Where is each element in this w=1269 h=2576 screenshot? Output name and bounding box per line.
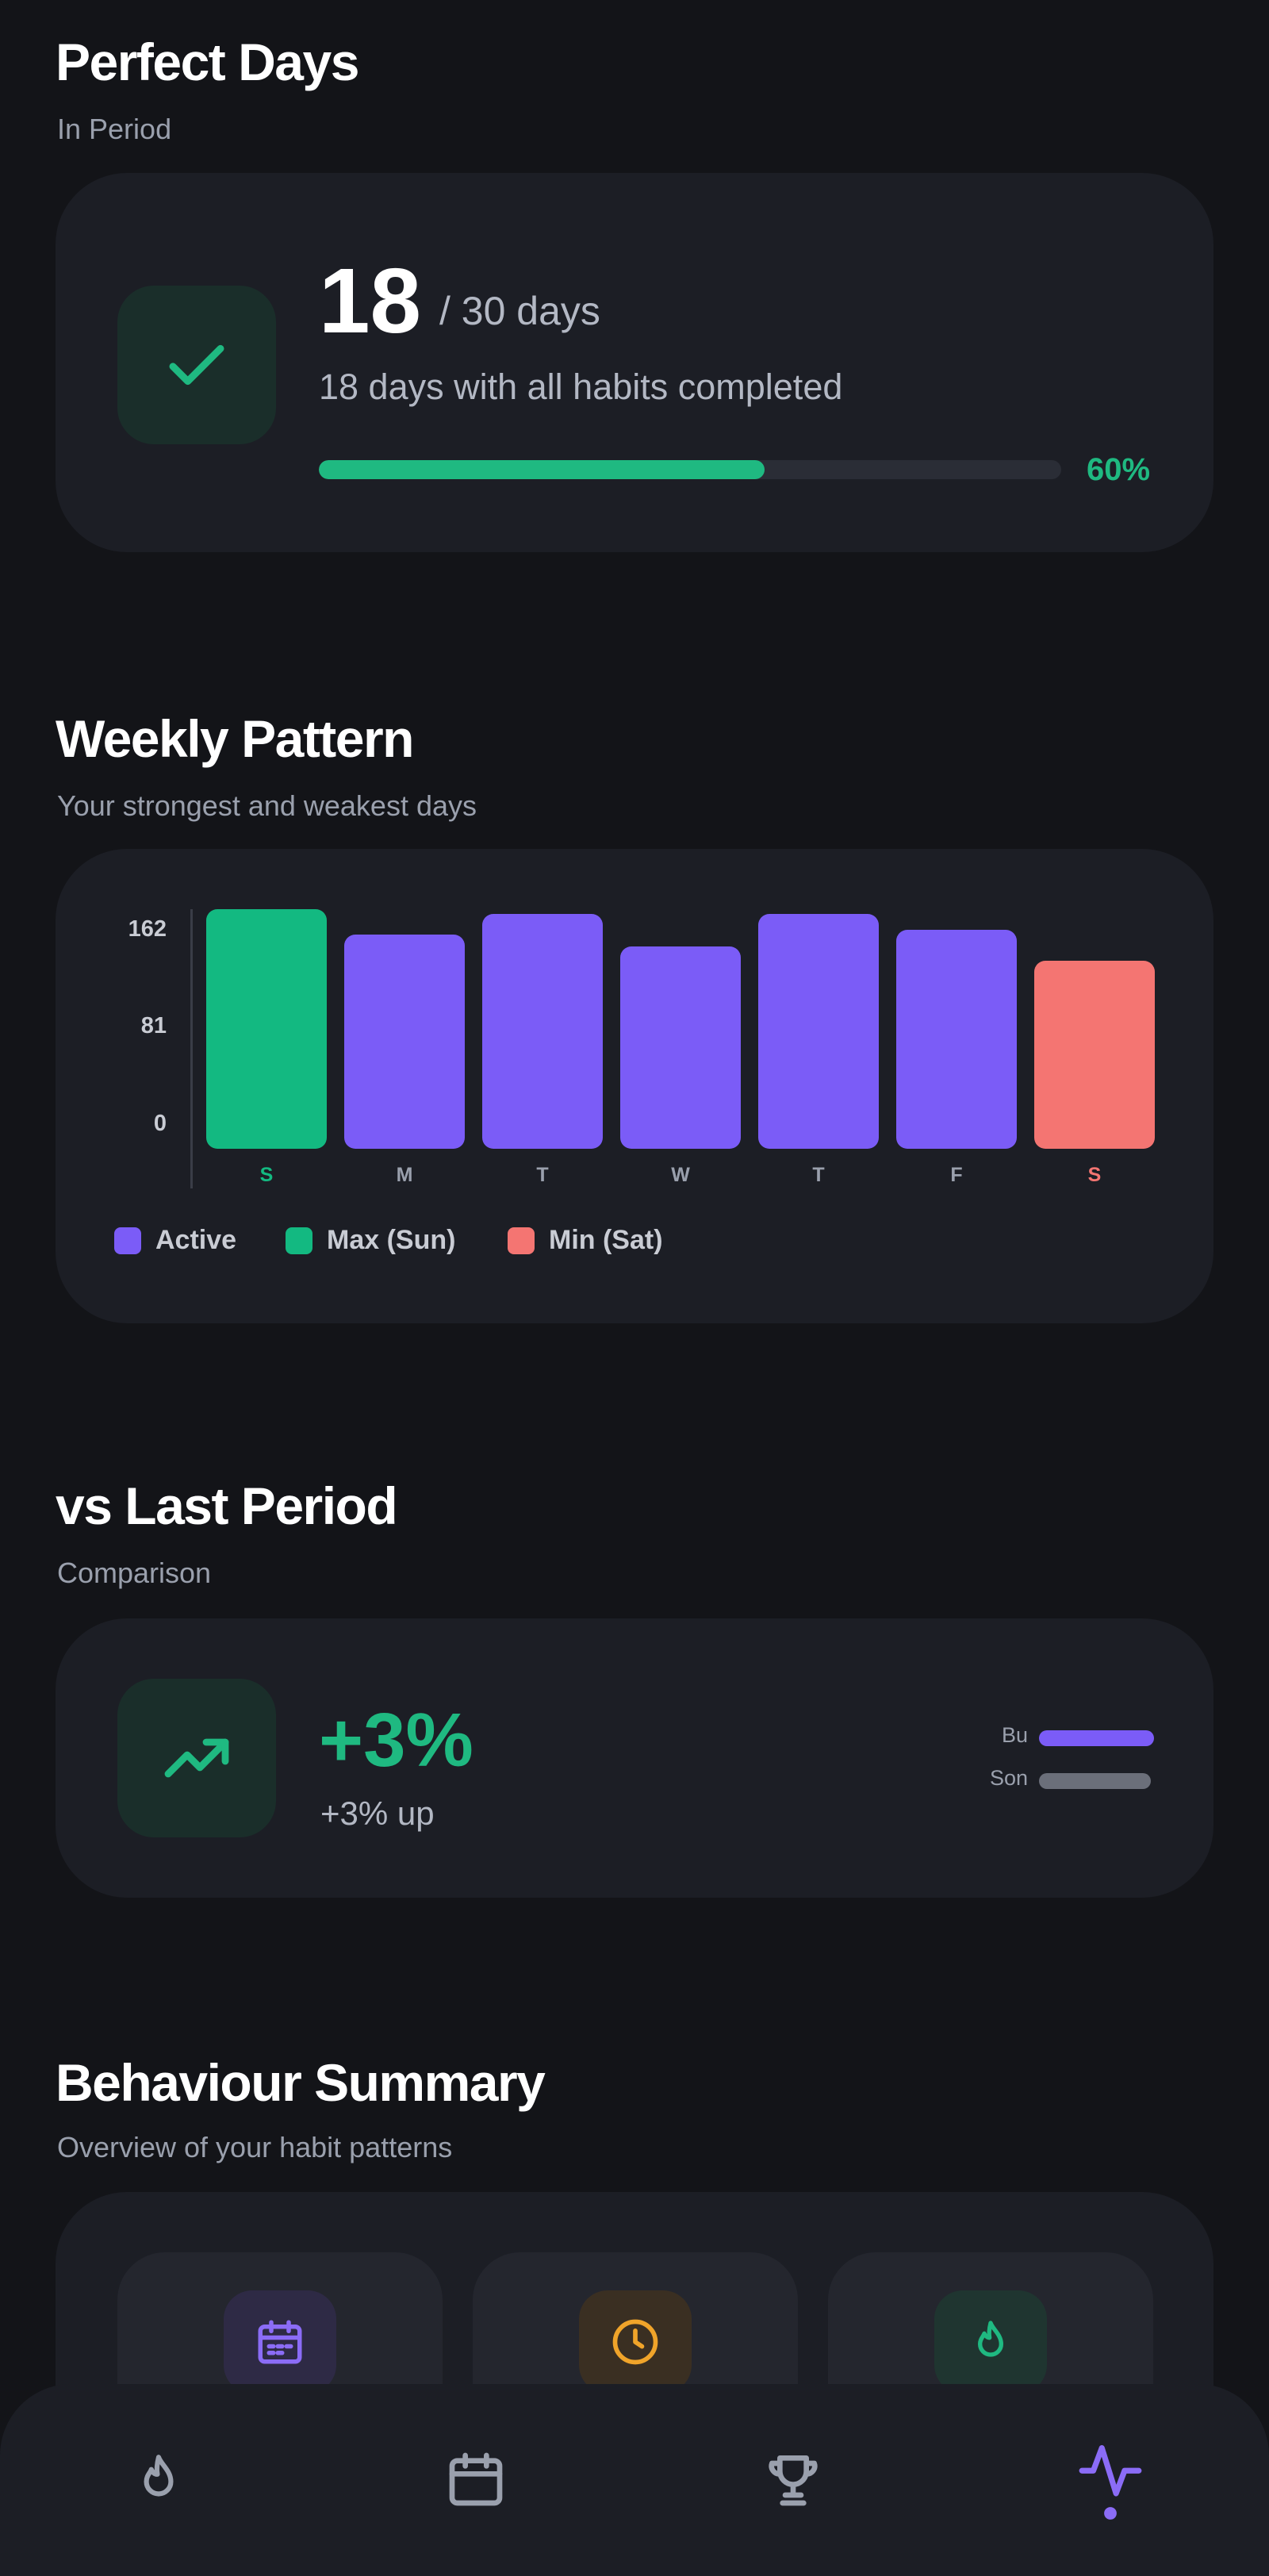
- bar-3[interactable]: [620, 946, 741, 1149]
- activity-icon: [1079, 2445, 1142, 2520]
- legend-max: Max (Sun): [286, 1225, 455, 1256]
- x-tick-label: W: [671, 1164, 690, 1186]
- legend-active: Active: [114, 1225, 236, 1256]
- nav-calendar[interactable]: [428, 2432, 523, 2527]
- perfect-days-percent: 60%: [1087, 452, 1151, 487]
- bar-2[interactable]: [482, 913, 603, 1149]
- x-tick-label: T: [536, 1164, 549, 1186]
- perfect-days-count: 18: [319, 249, 422, 352]
- comparison-label-current: Bu: [1001, 1723, 1028, 1747]
- y-axis-line: [190, 909, 193, 1188]
- trophy-icon: [769, 2455, 818, 2506]
- x-tick-label: S: [1087, 1164, 1102, 1186]
- check-icon: [117, 286, 276, 444]
- perfect-days-total: / 30 days: [439, 289, 600, 333]
- x-tick-label: S: [259, 1164, 274, 1186]
- nav-achievements[interactable]: [746, 2432, 841, 2527]
- bar-0[interactable]: [206, 909, 327, 1149]
- flame-icon: [144, 2455, 174, 2497]
- bar-6[interactable]: [1034, 961, 1155, 1149]
- bar-4[interactable]: [758, 913, 879, 1149]
- legend-label-max: Max (Sun): [327, 1225, 456, 1255]
- perfect-days-subtitle: In Period: [57, 113, 172, 145]
- comparison-bar-previous: [1039, 1773, 1151, 1789]
- legend-label-active: Active: [155, 1225, 237, 1255]
- legend-swatch-min: [508, 1227, 535, 1254]
- perfect-days-progress: [319, 460, 1061, 479]
- trending-up-icon: [117, 1679, 276, 1837]
- x-tick-label: T: [812, 1164, 825, 1186]
- clock-icon: [579, 2290, 692, 2394]
- weekly-pattern-title: Weekly Pattern: [56, 709, 415, 768]
- weekly-pattern-subtitle: Your strongest and weakest days: [57, 789, 477, 822]
- perfect-days-description: 18 days with all habits completed: [319, 367, 843, 407]
- perfect-days-title: Perfect Days: [56, 33, 359, 91]
- weekly-pattern-card: 162 81 0 S M T W T F S Active Max (Sun) Min (Sat…: [56, 849, 1213, 1323]
- nav-streak[interactable]: [111, 2432, 206, 2527]
- y-tick-label: 81: [140, 1013, 167, 1038]
- y-tick-label: 0: [153, 1111, 167, 1136]
- comparison-delta-sub: +3% up: [320, 1795, 435, 1832]
- x-tick-label: M: [396, 1164, 413, 1186]
- bottom-nav: [0, 2384, 1269, 2576]
- legend-min: Min (Sat): [508, 1225, 663, 1256]
- bar-5[interactable]: [896, 930, 1017, 1149]
- calendar-icon: [224, 2290, 336, 2394]
- legend-swatch-active: [114, 1227, 141, 1254]
- behaviour-subtitle: Overview of your habit patterns: [57, 2131, 453, 2163]
- comparison-bar-current: [1039, 1730, 1154, 1746]
- comparison-label-previous: Son: [989, 1766, 1028, 1790]
- x-tick-label: F: [950, 1164, 963, 1186]
- calendar-icon: [449, 2452, 503, 2506]
- comparison-title: vs Last Period: [56, 1476, 398, 1535]
- comparison-subtitle: Comparison: [57, 1557, 212, 1589]
- perfect-days-progress-fill: [319, 460, 765, 479]
- comparison-delta: +3%: [319, 1698, 473, 1783]
- behaviour-title: Behaviour Summary: [56, 2053, 546, 2112]
- nav-insights[interactable]: [1063, 2432, 1158, 2527]
- flame-icon: [934, 2290, 1047, 2394]
- bar-1[interactable]: [344, 934, 465, 1149]
- legend-swatch-max: [286, 1227, 312, 1254]
- perfect-days-card[interactable]: 18 / 30 days 18 days with all habits com…: [56, 173, 1213, 552]
- y-tick-label: 162: [128, 916, 167, 942]
- legend-label-min: Min (Sat): [549, 1225, 663, 1255]
- comparison-card[interactable]: +3% +3% up Bu Son: [56, 1618, 1213, 1898]
